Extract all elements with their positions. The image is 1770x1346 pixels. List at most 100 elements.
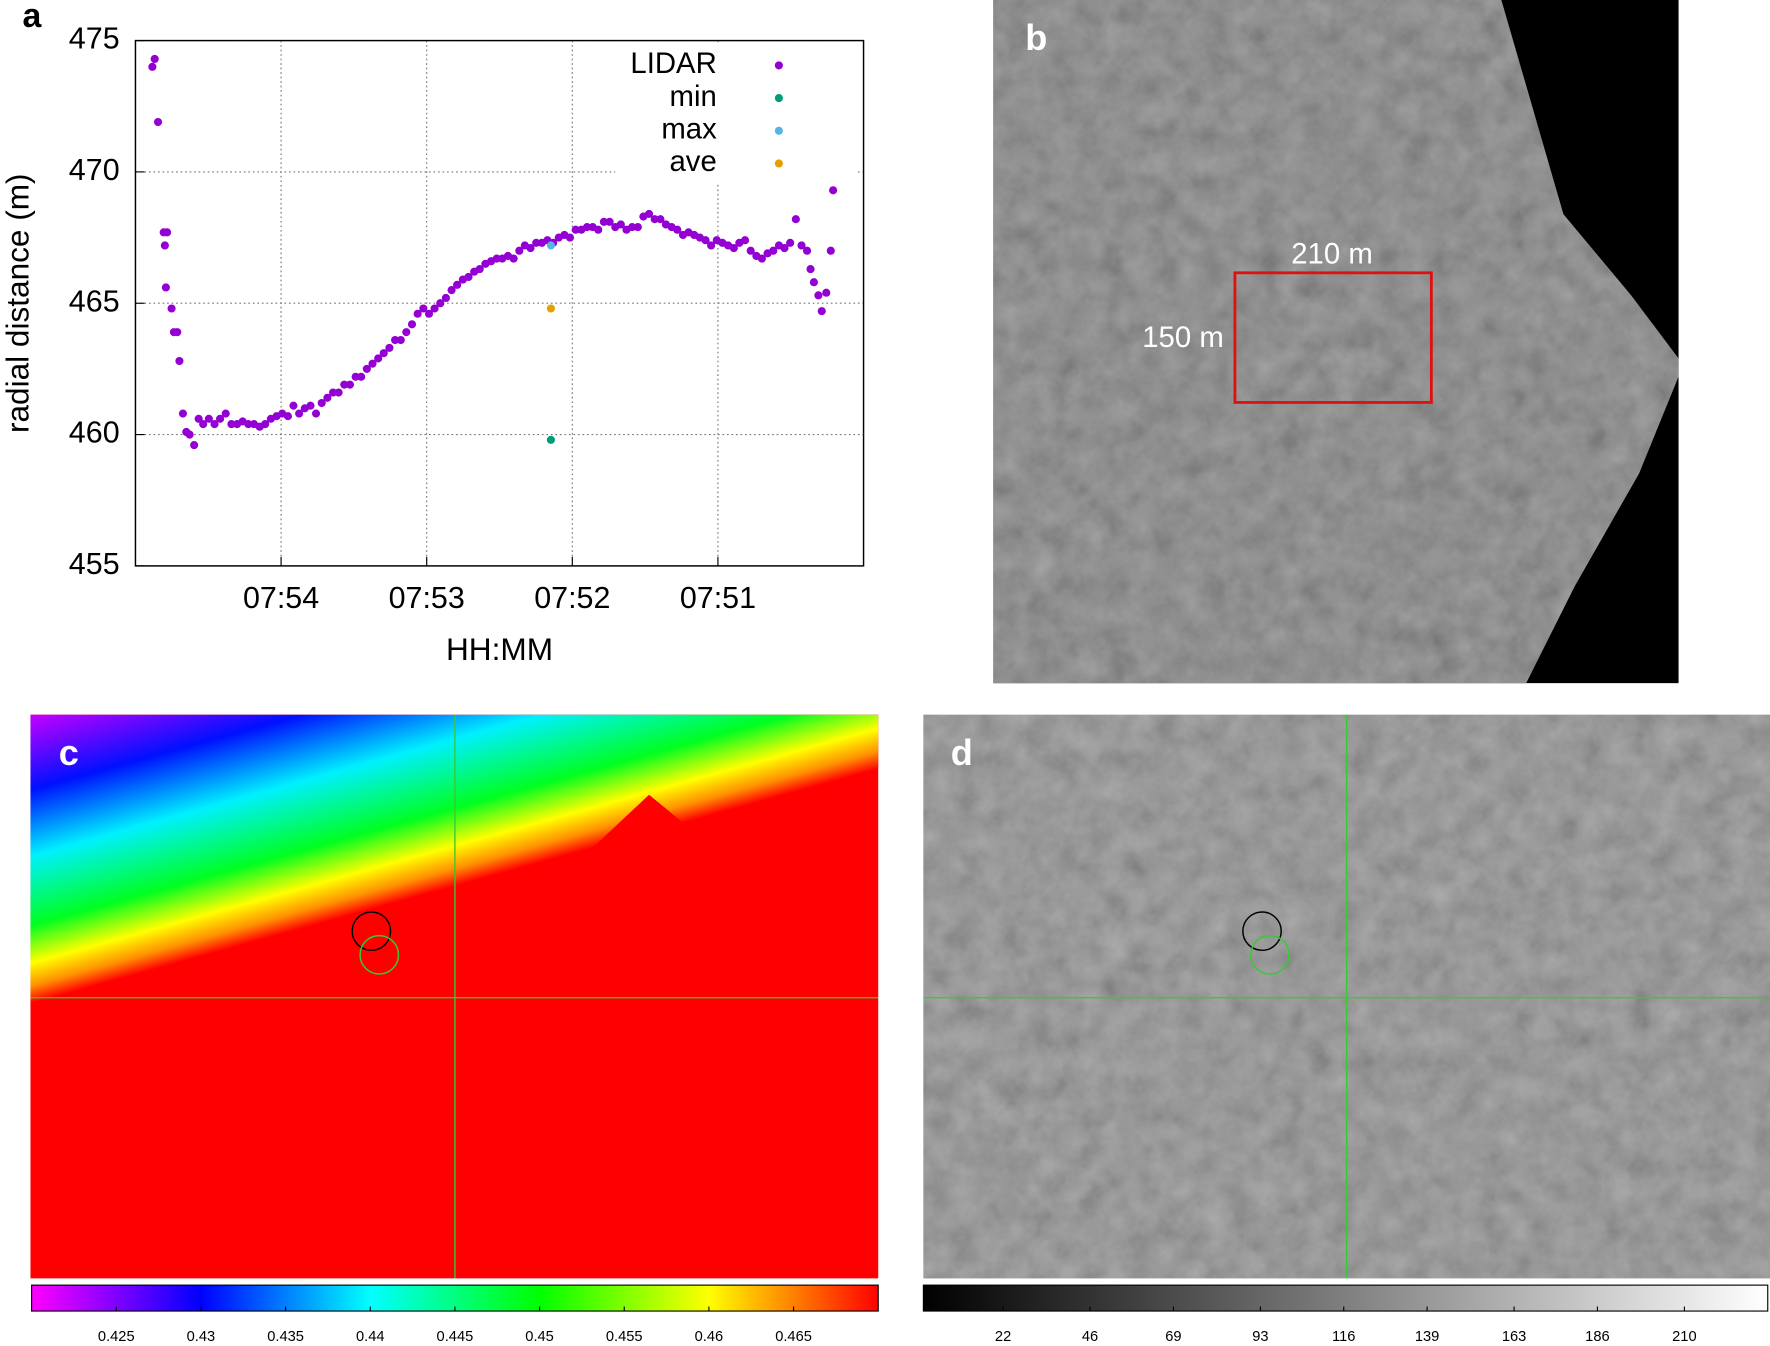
data-point — [244, 420, 253, 429]
annotation: 210 m — [1291, 238, 1373, 271]
data-point — [628, 223, 637, 232]
data-point — [605, 217, 614, 226]
data-point — [374, 354, 383, 363]
data-point — [826, 246, 835, 255]
data-point — [814, 291, 823, 300]
data-point — [261, 420, 270, 429]
data-point — [194, 414, 203, 423]
data-point — [453, 280, 462, 289]
data-point — [148, 62, 157, 71]
legend-label: LIDAR — [630, 47, 716, 80]
data-point — [190, 441, 199, 450]
data-point — [673, 225, 682, 234]
data-point — [173, 328, 182, 337]
data-point — [786, 238, 795, 247]
data-point — [204, 414, 213, 423]
data-point — [746, 246, 755, 255]
colorbar-tick-label: 0.45 — [525, 1329, 554, 1345]
legend-label: min — [670, 80, 717, 113]
plot-frame — [134, 39, 865, 567]
data-point — [791, 215, 800, 224]
data-point — [757, 254, 766, 263]
colorbar-tick-label: 116 — [1332, 1329, 1355, 1345]
data-point — [162, 228, 172, 237]
data-point — [780, 244, 789, 253]
data-point — [311, 409, 321, 418]
legend-marker — [774, 126, 783, 135]
colorbar-tick-label: 0.43 — [187, 1329, 216, 1345]
data-point — [797, 241, 806, 250]
colorbar-tick-label: 163 — [1502, 1329, 1526, 1345]
panel-label: b — [1025, 17, 1047, 58]
data-point — [701, 236, 710, 245]
data-point — [817, 307, 826, 316]
data-point — [317, 398, 326, 408]
colorbar-tick-label: 0.435 — [267, 1329, 304, 1345]
y-tick-label: 460 — [69, 416, 120, 450]
data-point — [160, 241, 169, 250]
data-point — [571, 225, 580, 234]
panel-label: d — [951, 732, 973, 773]
legend-marker — [774, 94, 783, 103]
colorbar — [922, 1284, 1769, 1312]
colorbar-tick-label: 0.465 — [775, 1329, 812, 1345]
y-tick-label: 465 — [69, 284, 120, 318]
data-point — [368, 359, 377, 368]
panel-c-map — [30, 714, 879, 1279]
data-point — [334, 388, 343, 397]
colorbar-tick-label: 0.445 — [437, 1329, 474, 1345]
legend-label: max — [661, 113, 717, 146]
data-point — [769, 246, 778, 255]
colorbar-tick-label: 69 — [1165, 1329, 1181, 1345]
colorbar-tick-label: 46 — [1082, 1329, 1098, 1345]
legend-marker — [774, 159, 783, 168]
data-point — [402, 328, 411, 337]
data-point — [289, 401, 298, 410]
data-point — [424, 309, 434, 318]
data-point — [413, 309, 422, 318]
x-tick-label: 07:52 — [534, 581, 610, 615]
data-point — [447, 286, 456, 295]
colorbar-tick-label: 22 — [995, 1329, 1011, 1345]
legend-marker — [774, 61, 783, 70]
colorbar-tick-label: 0.425 — [98, 1329, 135, 1345]
data-point — [227, 420, 236, 429]
data-point — [656, 215, 665, 224]
data-point — [526, 244, 535, 253]
x-tick-label: 07:54 — [243, 581, 319, 615]
annotation: 150 m — [1142, 321, 1224, 354]
data-point — [633, 223, 642, 232]
data-point — [729, 244, 738, 253]
data-point — [644, 209, 654, 218]
data-point — [509, 254, 518, 263]
data-point — [283, 412, 292, 421]
panel-d-image — [923, 714, 1770, 1279]
data-point — [396, 335, 405, 345]
data-point — [809, 278, 818, 287]
data-point — [430, 304, 439, 313]
colorbar-tick-label: 186 — [1585, 1329, 1609, 1345]
data-point — [391, 335, 400, 345]
colorbar-tick-label: 210 — [1672, 1329, 1696, 1345]
colorbar-tick-label: 0.44 — [356, 1329, 385, 1345]
panel-label: a — [23, 0, 43, 35]
data-point — [185, 430, 194, 439]
data-point — [802, 246, 812, 255]
data-point — [175, 356, 184, 366]
data-point — [167, 304, 176, 313]
data-point — [178, 409, 187, 418]
data-point — [150, 54, 159, 64]
colorbar-tick-label: 139 — [1415, 1329, 1439, 1345]
data-point — [616, 220, 625, 229]
data-point — [599, 217, 608, 226]
data-point — [153, 117, 163, 127]
data-point — [323, 393, 332, 402]
data-point — [707, 241, 716, 250]
data-point — [362, 364, 371, 373]
legend-label: ave — [670, 145, 717, 178]
data-point — [532, 238, 541, 247]
data-point — [221, 409, 230, 418]
data-point — [822, 288, 831, 297]
